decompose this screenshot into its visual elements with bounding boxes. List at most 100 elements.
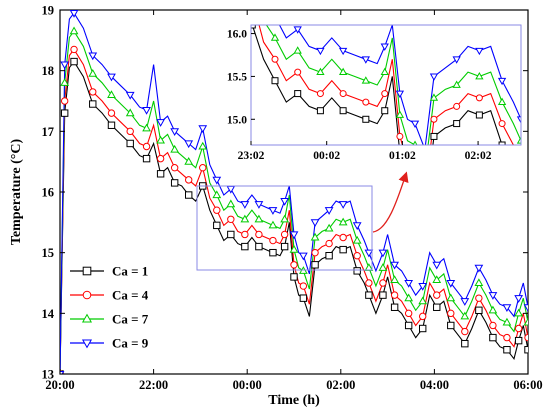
inset-series-point-2-25	[316, 67, 325, 76]
series-point-2-69	[523, 317, 528, 326]
legend-swatch-marker	[82, 266, 92, 276]
inset-series-point-1-35	[412, 163, 418, 169]
legend-background	[66, 258, 166, 368]
series-point-2-25	[240, 214, 250, 223]
inset-series-point-3-23	[293, 26, 302, 34]
inset-series-line-3	[278, 25, 521, 145]
series-point-0-41	[339, 245, 347, 254]
x-tick-label: 00:00	[233, 378, 262, 392]
inset-series-point-1-19	[249, 0, 255, 2]
inset-series-point-1-33	[396, 132, 404, 140]
series-point-2-41	[338, 217, 348, 226]
series-point-1-17	[185, 176, 193, 184]
series-point-1-45	[365, 279, 373, 287]
inset-series-point-3-37	[429, 73, 439, 81]
series-point-0-17	[185, 191, 193, 199]
inset-series-point-0-21	[271, 77, 279, 85]
inset-series-point-3-31	[380, 43, 389, 51]
legend-label: Ca = 9	[112, 336, 149, 351]
inset-series-point-3-35	[410, 120, 420, 129]
series-point-2-53	[418, 296, 428, 305]
series-point-0-31	[280, 242, 289, 251]
series-point-3-59	[460, 298, 470, 306]
series-point-0-5	[89, 100, 97, 108]
series-point-1-59	[461, 327, 469, 336]
series-point-1-11	[142, 142, 151, 151]
series-point-1-47	[379, 279, 387, 287]
series-point-2-5	[88, 69, 98, 77]
zoom-arrow	[372, 171, 409, 233]
inset-series-point-3-27	[338, 47, 348, 56]
series-point-3-41	[338, 201, 348, 209]
inset-series-point-2-21	[270, 33, 280, 41]
series-point-0-35	[299, 294, 308, 302]
legend-swatch-marker	[82, 290, 92, 300]
legend-label: Ca = 1	[112, 264, 148, 279]
series-point-3-61	[474, 264, 484, 273]
inset-series-line-2	[265, 25, 521, 145]
series-point-3-31	[280, 198, 290, 206]
inset-series-point-3-39	[452, 56, 461, 64]
series-point-1-19	[199, 164, 207, 172]
series-point-2-17	[184, 156, 194, 165]
inset-x-tick-label: 01:02	[389, 150, 416, 162]
series-point-1-15	[170, 164, 179, 172]
series-point-2-27	[254, 214, 264, 223]
inset-series-point-0-35	[412, 181, 418, 187]
inset-series-point-0-25	[316, 107, 324, 115]
series-point-3-5	[88, 52, 98, 61]
series-point-0-61	[475, 306, 483, 315]
series-point-1-55	[433, 291, 441, 299]
legend: Ca = 1 Ca = 4 Ca = 7 Ca = 9	[66, 258, 166, 368]
series-point-2-67	[514, 308, 524, 317]
series-point-2-65	[502, 317, 512, 326]
inset-x-tick-label: 02:02	[465, 150, 492, 162]
series-point-1-31	[280, 230, 289, 239]
series-point-1-5	[89, 88, 97, 96]
series-point-2-57	[446, 293, 456, 302]
x-tick-label: 04:00	[420, 378, 449, 392]
series-point-2-21	[212, 190, 222, 199]
series-point-3-25	[240, 201, 250, 209]
series-point-0-7	[107, 121, 116, 129]
series-point-1-61	[475, 294, 483, 302]
inset-y-tick-label: 15.5	[227, 71, 247, 83]
series-point-2-11	[142, 123, 151, 132]
series-point-3-43	[352, 222, 362, 231]
x-tick-label: 20:00	[45, 378, 74, 392]
zoom-region-box	[196, 185, 373, 271]
x-tick-label: 02:00	[326, 378, 355, 392]
series-point-3-47	[378, 249, 388, 258]
series-point-3-13	[156, 119, 165, 127]
series-point-0-25	[241, 242, 249, 251]
series-point-3-3	[69, 10, 79, 18]
inset-series-point-1-39	[453, 102, 461, 110]
series-point-1-29	[269, 236, 277, 245]
series-point-2-29	[268, 220, 278, 229]
inset-series-point-1-37	[430, 115, 438, 123]
series-point-0-21	[213, 221, 221, 230]
inset-y-tick-label: 16.0	[227, 29, 247, 41]
series-point-3-67	[514, 295, 524, 303]
series-point-2-45	[364, 263, 374, 271]
inset-series-point-0-37	[430, 132, 438, 140]
inset-series-point-0-29	[362, 115, 370, 123]
series-point-0-3	[70, 57, 78, 66]
series-line-ca-2	[60, 30, 528, 374]
series-point-0-69	[524, 346, 528, 354]
series-point-2-33	[289, 244, 299, 253]
y-tick-label: 17	[42, 125, 55, 139]
series-point-1-9	[126, 127, 134, 136]
inset-series-point-0-43	[498, 141, 506, 145]
series-point-3-35	[298, 252, 308, 261]
series-point-3-11	[142, 107, 151, 115]
legend-swatch-marker	[81, 313, 93, 323]
series-point-3-69	[523, 304, 528, 312]
series-point-1-51	[404, 309, 413, 318]
series-point-1-69	[524, 333, 528, 342]
y-tick-label: 13	[42, 368, 55, 382]
inset-series-point-2-41	[475, 71, 484, 80]
series-point-1-13	[156, 154, 165, 163]
inset-series-point-2-33	[395, 110, 405, 118]
